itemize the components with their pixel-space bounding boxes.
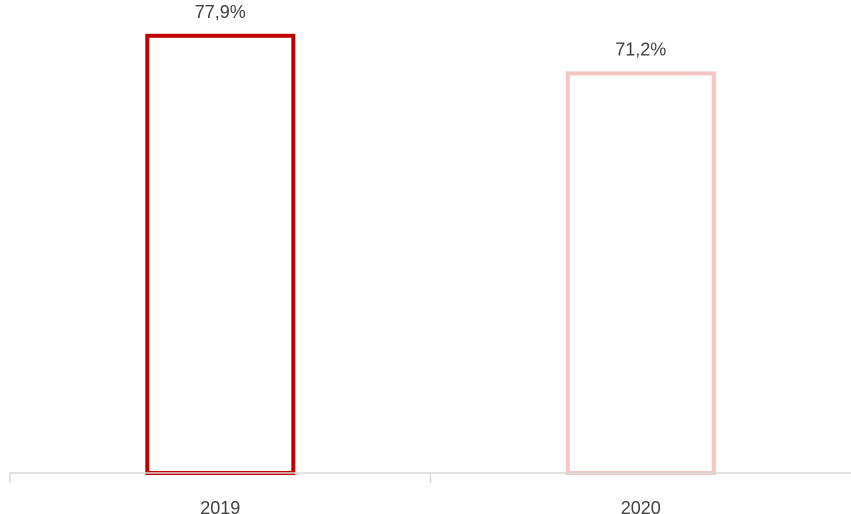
bar-2020 — [565, 71, 716, 476]
x-tick-labels-group: 2019 2020 — [200, 498, 661, 514]
data-label-2019: 77,9% — [195, 2, 246, 22]
x-axis-ticks — [9, 473, 432, 483]
x-tick-label-2019: 2019 — [200, 498, 240, 514]
x-tick-label-2020: 2020 — [621, 498, 661, 514]
data-labels-group: 77,9% 71,2% — [195, 2, 667, 60]
bar-2019 — [145, 33, 296, 476]
data-label-2020: 71,2% — [615, 39, 666, 59]
bars-group — [145, 33, 716, 476]
